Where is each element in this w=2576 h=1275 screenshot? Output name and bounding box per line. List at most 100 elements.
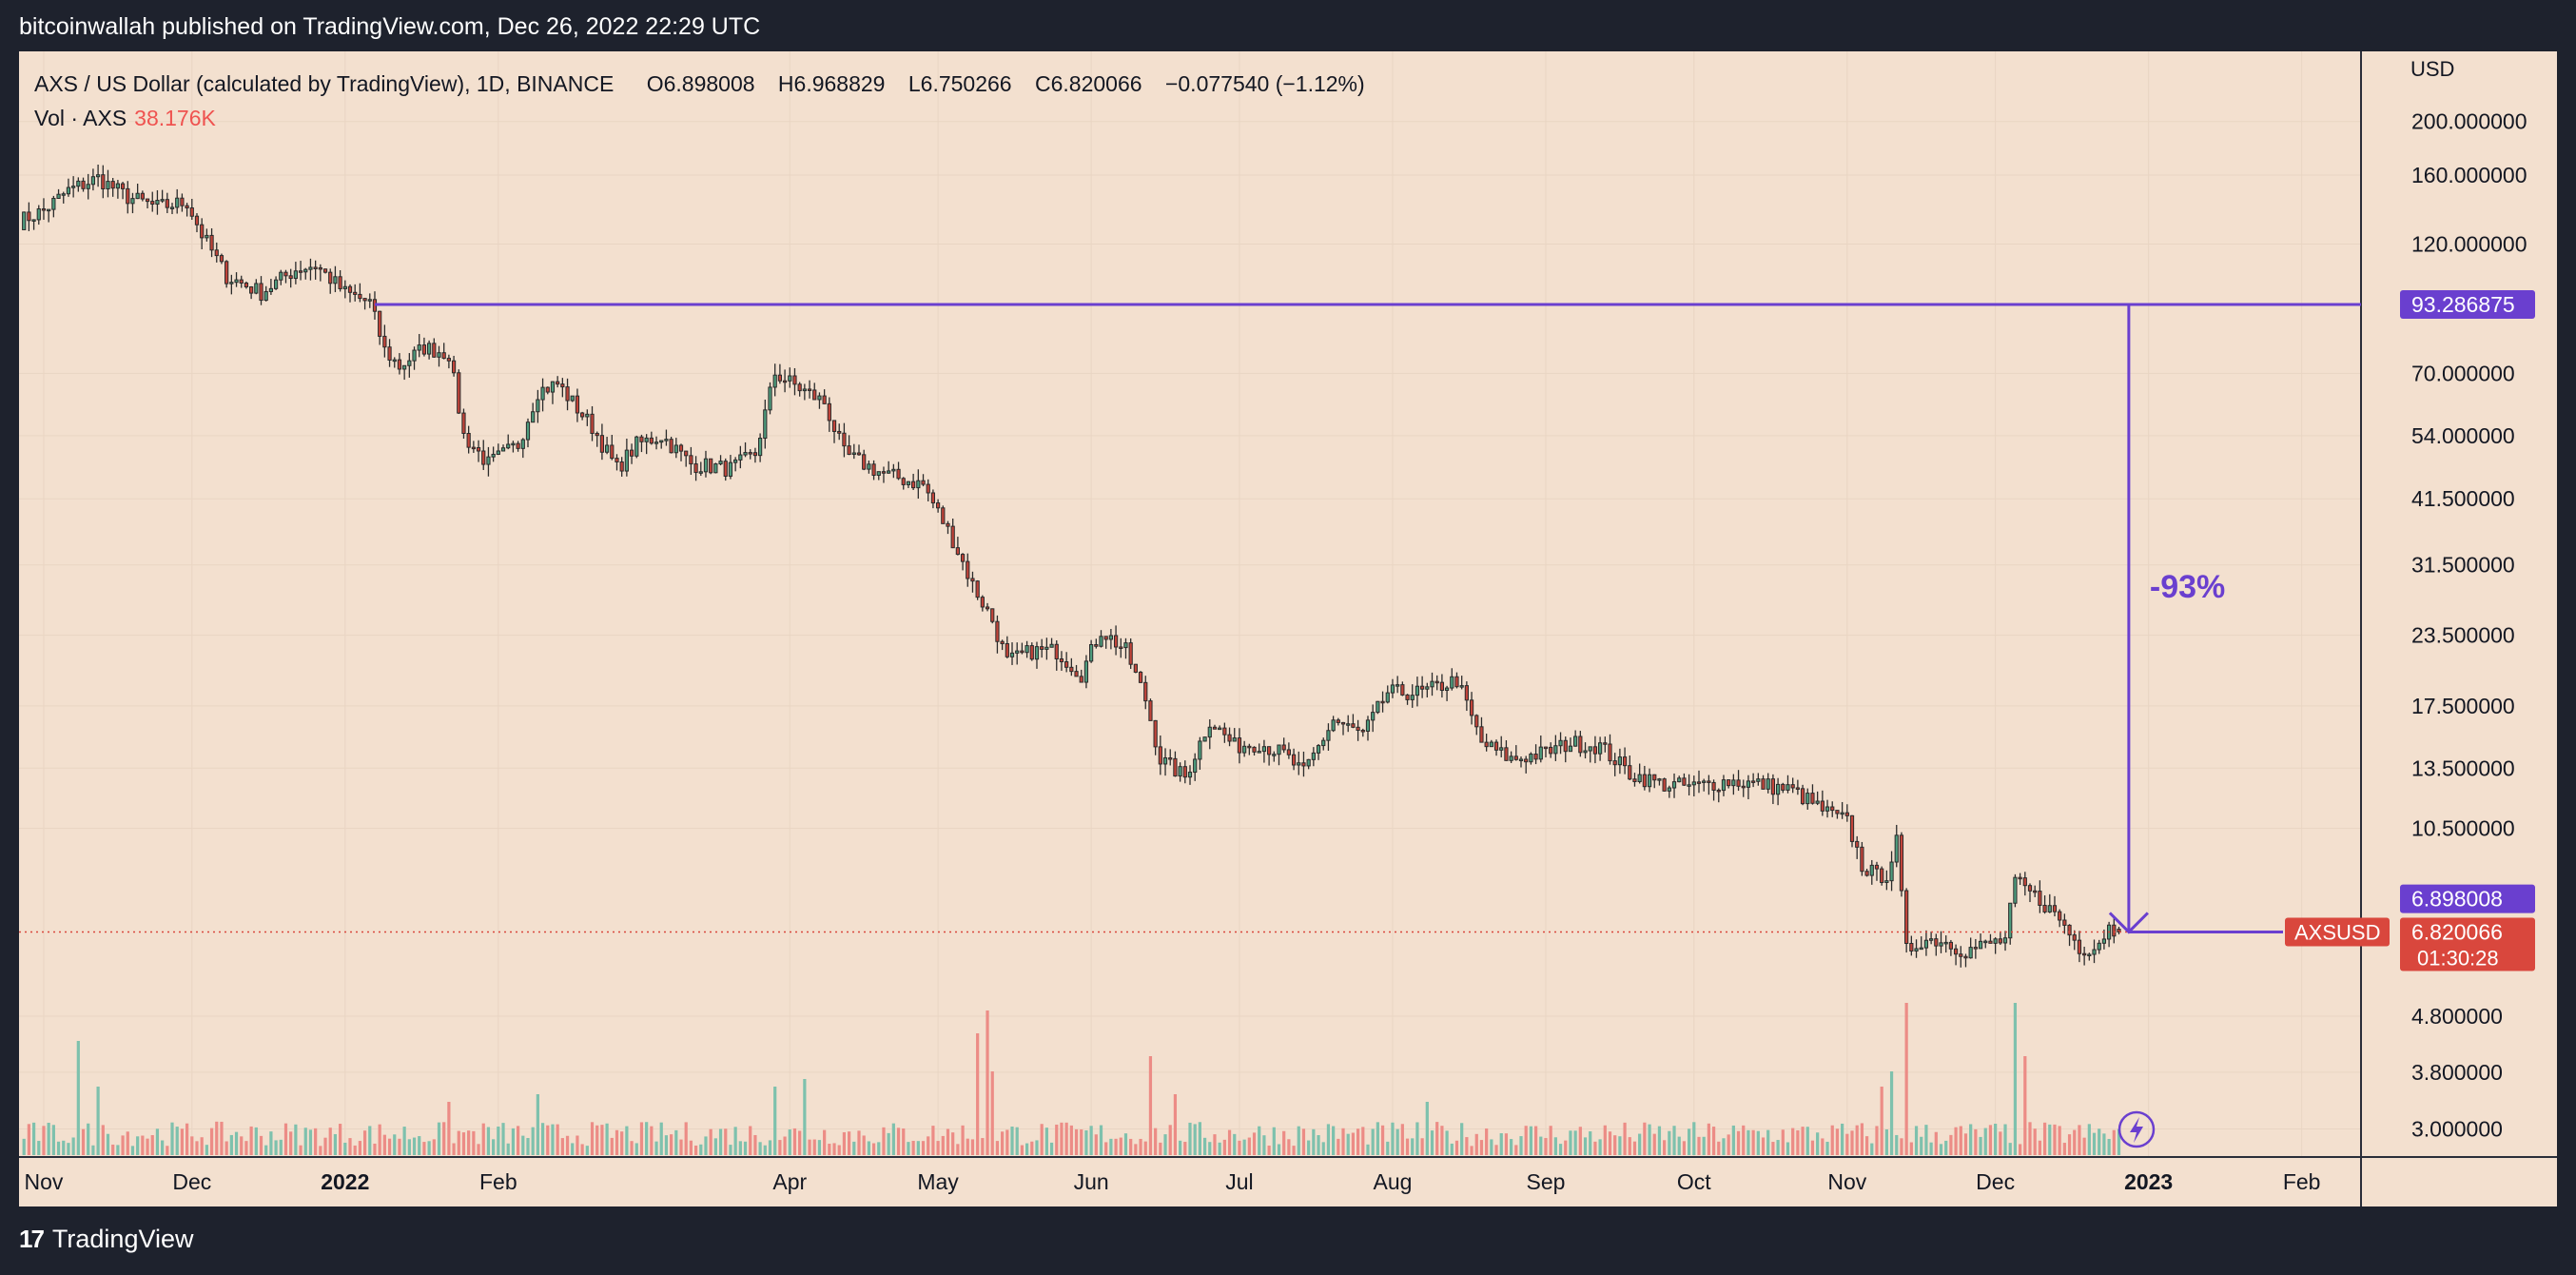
candle-body [516, 442, 520, 449]
volume-bar [452, 1143, 456, 1155]
candle-body [1286, 749, 1291, 755]
legend-volume-label[interactable]: Vol · AXS [34, 106, 127, 130]
chart-panel[interactable]: -93% USD 200.000000 160.000000 120.000000 70.… [19, 51, 2557, 1206]
price-chart[interactable]: -93% USD 200.000000 160.000000 120.000000 70.… [19, 51, 2557, 1206]
volume-bar [1909, 1142, 1913, 1155]
lightning-icon [2117, 1110, 2156, 1148]
candle-body [1089, 643, 1094, 662]
candle-body [308, 266, 313, 270]
candle-body [1193, 758, 1198, 774]
candle-body [1578, 736, 1583, 754]
volume-bar [1638, 1133, 1642, 1155]
volume-bar [1539, 1136, 1543, 1155]
candle-body [1464, 685, 1469, 701]
candle-body [935, 502, 941, 509]
volume-bar [314, 1128, 318, 1155]
candle-body [140, 192, 145, 200]
volume-bar [1001, 1131, 1005, 1155]
tradingview-logo[interactable]: 17 TradingView [19, 1225, 194, 1254]
candle-body [22, 211, 27, 230]
candle-body [1158, 746, 1162, 765]
volume-bar [1183, 1142, 1187, 1155]
volume-bar [1564, 1140, 1568, 1155]
volume-bar [600, 1125, 604, 1155]
candle-body [328, 271, 333, 284]
volume-bar [1450, 1143, 1454, 1155]
candle-body [1484, 741, 1489, 748]
volume-bar [1400, 1124, 1404, 1155]
volume-bar [1084, 1129, 1088, 1155]
volume-bar [1252, 1132, 1257, 1155]
candle-body [1612, 760, 1617, 766]
volume-bar [990, 1071, 994, 1155]
volume-bar [1499, 1132, 1503, 1155]
candle-body [1187, 772, 1193, 778]
candle-body [1671, 781, 1677, 789]
volume-bar [1361, 1127, 1365, 1155]
candle-body [1469, 699, 1474, 716]
legend-open-label: O [646, 71, 664, 96]
volume-bar [1089, 1126, 1093, 1155]
volume-bar [1134, 1144, 1138, 1155]
candle-body [2067, 924, 2072, 936]
candle-body [733, 459, 738, 463]
candle-body [1108, 635, 1114, 640]
volume-bar [244, 1141, 248, 1155]
candle-body [387, 346, 392, 361]
volume-bar [2038, 1140, 2041, 1155]
volume-bar [1064, 1122, 1068, 1155]
volume-bar [1983, 1128, 1987, 1155]
volume-bar [1623, 1122, 1627, 1155]
candle-body [1622, 756, 1628, 767]
candle-body [966, 560, 970, 579]
volume-bar [1589, 1131, 1592, 1155]
price-axis-tick: 10.500000 [2411, 816, 2515, 841]
volume-bar [2028, 1122, 2032, 1155]
volume-bar [1262, 1135, 1266, 1155]
candle-body [713, 463, 718, 474]
candle-body [1790, 784, 1795, 789]
candle-body [709, 458, 713, 474]
volume-bar [353, 1145, 357, 1155]
volume-bar [576, 1135, 579, 1155]
volume-bar [1025, 1143, 1029, 1155]
volume-bar [615, 1129, 619, 1155]
volume-bar [422, 1142, 426, 1155]
candle-body [1637, 774, 1642, 783]
candle-body [1751, 780, 1756, 783]
candle-body [1775, 783, 1781, 795]
volume-bar [1954, 1127, 1958, 1155]
candle-body [313, 266, 318, 269]
candle-body [1805, 793, 1810, 805]
volume-bar [418, 1136, 421, 1155]
volume-bar [472, 1130, 476, 1155]
volume-bar [516, 1126, 520, 1155]
candle-body [1647, 774, 1652, 788]
candle-body [669, 439, 673, 454]
candle-body [130, 198, 135, 205]
candle-body [1844, 812, 1849, 816]
volume-bar [2053, 1124, 2057, 1155]
volume-bar [1376, 1122, 1379, 1155]
candle-body [500, 447, 506, 452]
legend-symbol[interactable]: AXS / US Dollar (calculated by TradingVi… [34, 71, 615, 96]
volume-bar [1114, 1138, 1118, 1155]
volume-bar [610, 1137, 614, 1155]
candle-body [1430, 680, 1434, 688]
volume-bar [936, 1141, 940, 1155]
volume-bar [1687, 1128, 1691, 1155]
candle-body [1083, 660, 1089, 683]
symbol-tag-text: AXSUSD [2294, 920, 2380, 944]
candle-body [209, 234, 214, 251]
volume-bar [1040, 1124, 1044, 1155]
tradingview-brand: TradingView [51, 1225, 194, 1253]
candle-body [56, 193, 61, 199]
volume-bar [674, 1129, 678, 1155]
volume-bar [1168, 1125, 1172, 1155]
volume-bar [175, 1127, 179, 1155]
candle-body [263, 290, 268, 302]
volume-bar [1337, 1138, 1340, 1155]
candle-body [165, 199, 169, 208]
volume-bar [2087, 1124, 2091, 1155]
